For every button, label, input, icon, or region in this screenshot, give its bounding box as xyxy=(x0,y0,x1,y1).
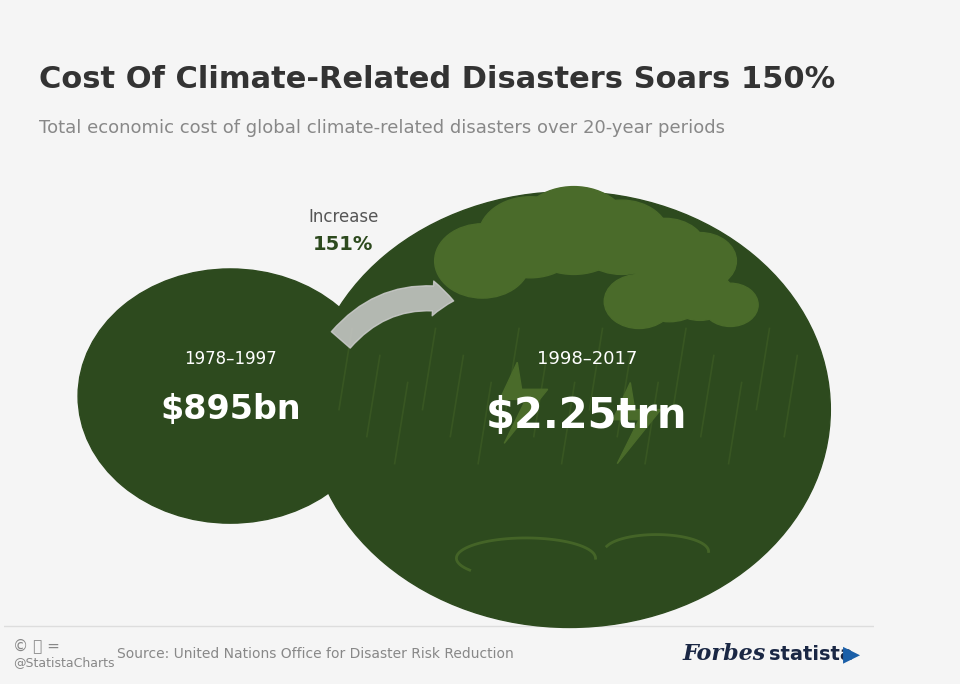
Circle shape xyxy=(623,218,707,283)
Text: statista: statista xyxy=(770,644,853,663)
Text: 1998–2017: 1998–2017 xyxy=(537,350,637,368)
Circle shape xyxy=(631,261,708,321)
Text: Increase: Increase xyxy=(308,208,378,226)
Polygon shape xyxy=(612,382,660,464)
Text: Source: United Nations Office for Disaster Risk Reduction: Source: United Nations Office for Disast… xyxy=(117,647,514,661)
Circle shape xyxy=(517,187,631,274)
Text: Forbes: Forbes xyxy=(683,643,766,665)
Ellipse shape xyxy=(308,192,830,627)
Text: 1978–1997: 1978–1997 xyxy=(184,350,276,368)
Text: 151%: 151% xyxy=(313,235,373,254)
Text: Cost Of Climate-Related Disasters Soars 150%: Cost Of Climate-Related Disasters Soars … xyxy=(39,65,835,94)
Text: ▶: ▶ xyxy=(844,644,860,664)
Circle shape xyxy=(478,197,583,278)
Text: © ⓘ =: © ⓘ = xyxy=(12,639,60,653)
FancyArrowPatch shape xyxy=(331,281,454,348)
Circle shape xyxy=(663,233,736,289)
Circle shape xyxy=(574,200,669,274)
Ellipse shape xyxy=(78,269,382,523)
Text: Total economic cost of global climate-related disasters over 20-year periods: Total economic cost of global climate-re… xyxy=(39,119,725,137)
Circle shape xyxy=(667,269,732,320)
Circle shape xyxy=(435,224,530,298)
Circle shape xyxy=(703,283,758,326)
Polygon shape xyxy=(500,363,548,443)
Circle shape xyxy=(604,274,674,328)
Text: $2.25trn: $2.25trn xyxy=(486,395,687,437)
Text: $895bn: $895bn xyxy=(160,393,300,426)
Text: @StatistaCharts: @StatistaCharts xyxy=(12,657,114,670)
